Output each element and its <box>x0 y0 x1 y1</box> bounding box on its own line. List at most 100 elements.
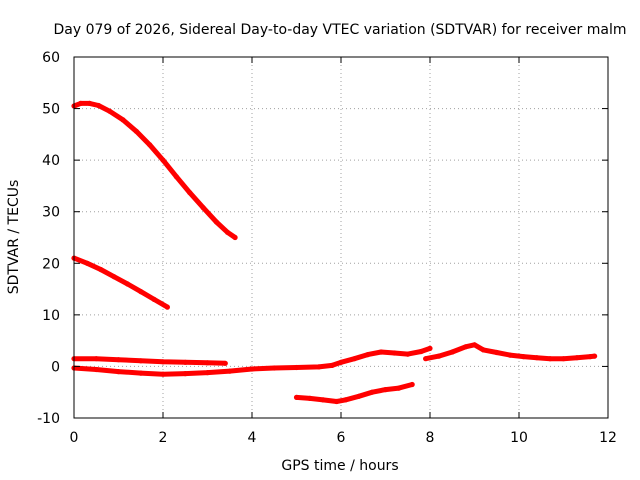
data-point <box>173 174 179 180</box>
data-point <box>84 260 90 266</box>
data-point <box>98 266 104 273</box>
data-point <box>160 359 166 365</box>
y-axis-label: SDTVAR / TECUs <box>6 180 22 295</box>
data-point <box>222 360 228 366</box>
data-point <box>396 385 402 391</box>
data-point <box>124 281 130 287</box>
data-point <box>365 352 371 358</box>
data-point <box>520 354 527 360</box>
data-point <box>249 366 255 372</box>
data-point <box>316 364 322 370</box>
data-point <box>391 350 397 356</box>
data-point <box>471 342 478 348</box>
data-point <box>334 398 340 405</box>
x-tick-label: 6 <box>337 430 346 446</box>
data-point <box>329 362 335 368</box>
data-point <box>378 349 384 355</box>
data-point <box>182 359 188 365</box>
data-point <box>418 348 424 355</box>
data-point <box>232 234 238 241</box>
data-point <box>204 370 211 376</box>
series-layer <box>71 100 598 405</box>
grid-lines <box>74 57 608 418</box>
data-point <box>293 394 300 400</box>
data-point <box>204 360 211 366</box>
data-point <box>293 364 300 371</box>
data-point <box>78 100 84 106</box>
tick-marks <box>73 56 609 419</box>
data-point <box>351 356 357 362</box>
data-point <box>138 370 144 376</box>
data-point <box>147 142 153 148</box>
data-point <box>547 356 553 362</box>
data-point <box>120 117 126 123</box>
data-point <box>507 352 513 358</box>
data-point <box>382 387 389 393</box>
y-tick-label: 60 <box>42 50 60 66</box>
y-tick-label: 10 <box>42 308 60 324</box>
x-tick-labels: 0 2 4 6 8 10 12 <box>70 430 617 446</box>
series-line-arc-3 <box>74 356 226 366</box>
data-point <box>574 355 580 361</box>
data-point <box>369 389 375 395</box>
data-point <box>93 366 99 373</box>
data-point <box>405 351 411 357</box>
data-point <box>115 357 122 363</box>
y-tick-label: -10 <box>37 411 60 427</box>
data-point <box>133 128 139 134</box>
data-point <box>227 368 233 374</box>
x-tick-label: 8 <box>426 430 435 446</box>
data-point <box>534 355 540 361</box>
y-tick-label: 0 <box>51 359 60 375</box>
data-point <box>138 289 144 295</box>
y-tick-label: 50 <box>42 102 60 118</box>
data-point <box>87 100 93 106</box>
data-point <box>342 397 348 403</box>
data-point <box>592 353 598 359</box>
data-point <box>409 381 415 388</box>
data-point <box>427 345 433 351</box>
y-tick-label: 40 <box>42 153 60 169</box>
data-point <box>480 347 486 353</box>
data-point <box>320 397 326 403</box>
data-point <box>138 358 144 364</box>
data-point <box>307 395 313 401</box>
data-point <box>494 349 500 356</box>
y-tick-label: 20 <box>42 256 60 272</box>
series-line-arc-5 <box>296 382 413 404</box>
data-point <box>182 371 188 377</box>
series-line-arc-1 <box>73 100 237 240</box>
y-tick-label: 30 <box>42 205 60 221</box>
chart-title: Day 079 of 2026, Sidereal Day-to-day VTE… <box>54 22 627 38</box>
x-tick-label: 2 <box>159 430 168 446</box>
data-point <box>115 369 122 375</box>
data-point <box>111 274 117 280</box>
data-point <box>224 229 231 235</box>
data-point <box>587 354 593 360</box>
x-tick-label: 0 <box>70 430 79 446</box>
data-point <box>160 157 166 163</box>
data-point <box>200 205 206 211</box>
data-point <box>95 102 102 109</box>
data-point <box>463 344 469 350</box>
data-point <box>356 393 362 399</box>
data-point <box>151 296 157 302</box>
data-point <box>338 359 344 365</box>
data-point <box>423 356 429 362</box>
x-tick-label: 12 <box>599 430 617 446</box>
data-point <box>436 353 442 359</box>
data-point <box>160 371 166 377</box>
data-point <box>187 190 193 196</box>
data-point <box>213 219 219 225</box>
x-tick-label: 10 <box>510 430 528 446</box>
y-tick-labels: -10 0 10 20 30 40 50 60 <box>37 50 60 427</box>
data-point <box>560 356 567 362</box>
x-tick-label: 4 <box>248 430 257 446</box>
data-point <box>107 108 113 114</box>
data-point <box>164 304 170 310</box>
data-point <box>93 356 99 362</box>
data-point <box>449 349 455 355</box>
data-point <box>271 365 277 371</box>
x-axis-label: GPS time / hours <box>281 458 398 474</box>
